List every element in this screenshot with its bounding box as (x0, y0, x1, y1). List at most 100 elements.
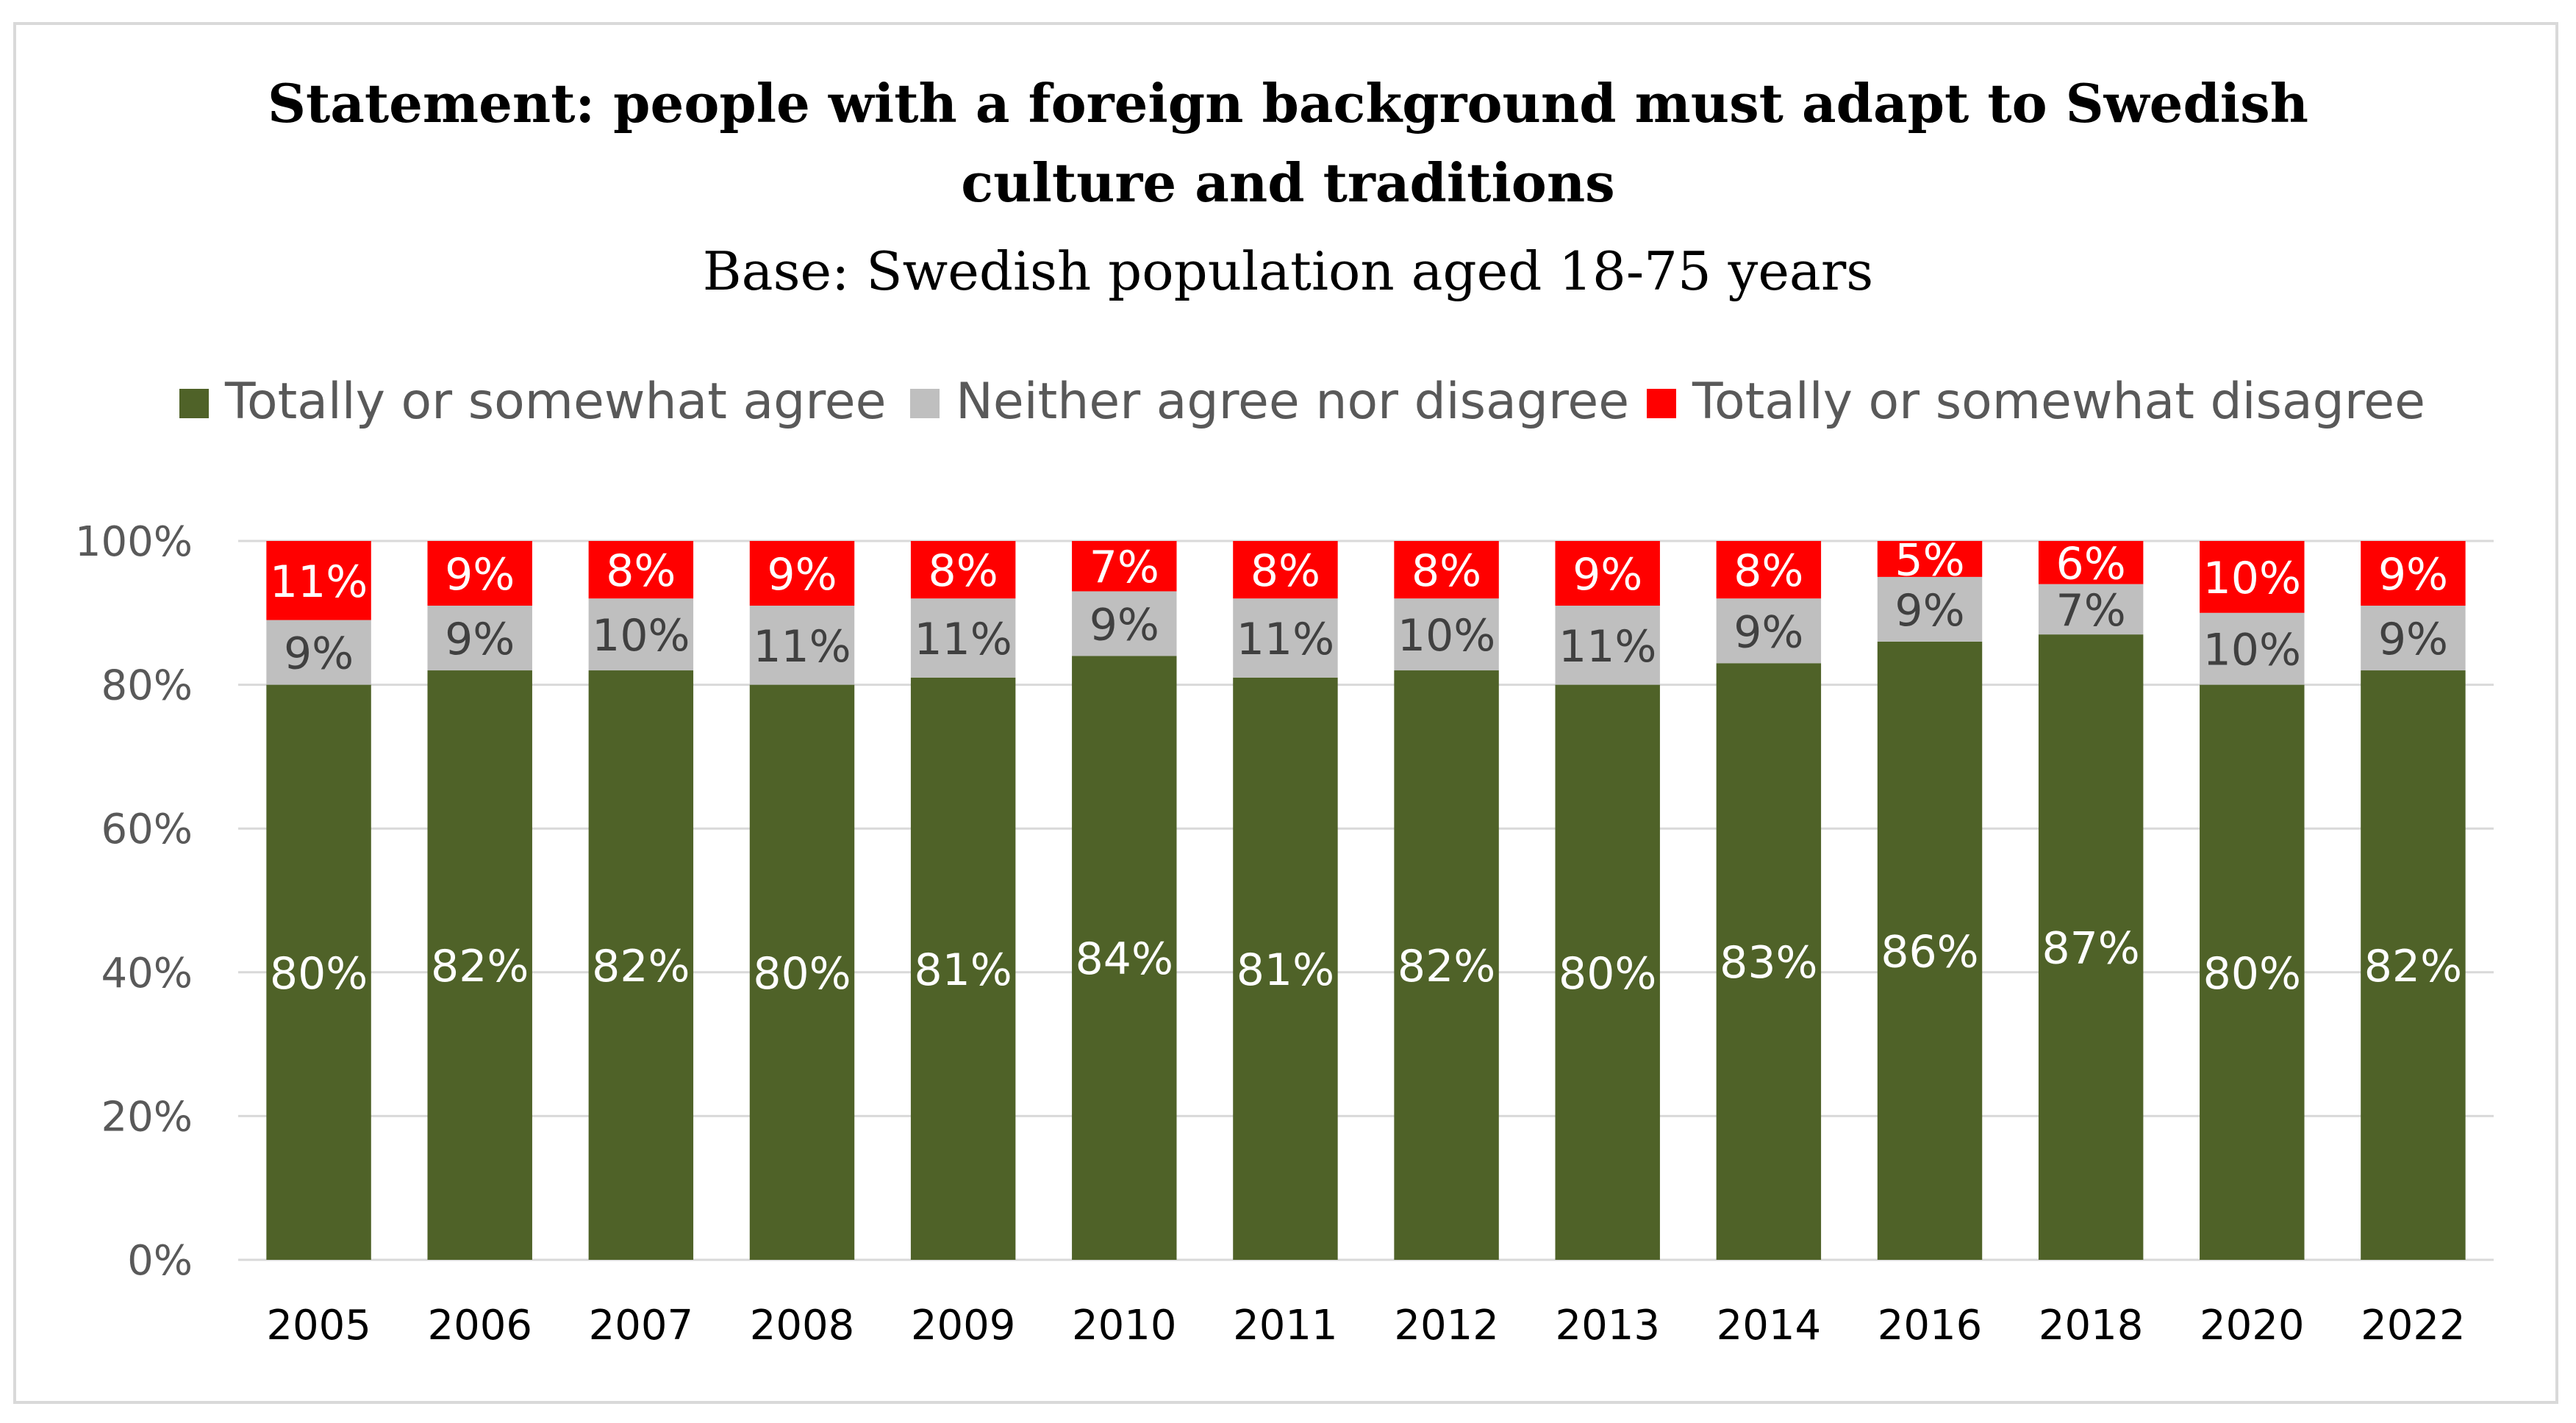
data-label-2005-series-2: 9% (284, 628, 354, 680)
data-label-2014-series-2: 9% (1734, 606, 1803, 658)
data-label-2020-series-2: 10% (2203, 625, 2301, 676)
chart-legend: Totally or somewhat agree Neither agree n… (179, 373, 2425, 431)
data-label-2018-series-2: 7% (2056, 585, 2126, 637)
bar-2009-series-2 (910, 598, 1016, 678)
data-label-2012-series-2: 10% (1398, 610, 1495, 662)
bar-2012-series-2 (1394, 598, 1499, 671)
legend-swatch-2 (910, 389, 940, 418)
data-label-2013-series-3: 9% (1573, 549, 1642, 601)
bar-2013-series-2 (1555, 606, 1660, 685)
x-tick-label: 2014 (1717, 1302, 1822, 1349)
y-tick-label: 80% (101, 662, 193, 710)
gridlines (238, 540, 2494, 1261)
bar-2008-series-2 (749, 606, 855, 685)
y-tick-label: 60% (101, 806, 193, 853)
bar-2010-series-1 (1072, 656, 1177, 1260)
data-label-2011-series-3: 8% (1251, 545, 1320, 597)
data-label-2007-series-3: 8% (606, 545, 676, 597)
x-tick-label: 2007 (589, 1302, 694, 1349)
data-label-2005-series-3: 11% (270, 556, 368, 608)
y-tick-label: 0% (127, 1237, 193, 1285)
data-label-2008-series-3: 9% (767, 549, 837, 601)
chart-title-line-2: culture and traditions (961, 151, 1614, 214)
y-tick-label: 100% (75, 518, 193, 566)
x-tick-label: 2016 (1878, 1302, 1983, 1349)
chart-subtitle: Base: Swedish population aged 18-75 year… (703, 240, 1873, 302)
bar-2005-series-2 (266, 620, 371, 685)
y-tick-label: 40% (101, 950, 193, 997)
data-label-2018-series-1: 87% (2042, 923, 2139, 975)
data-label-2022-series-2: 9% (2378, 614, 2448, 665)
bar-2020-series-2 (2200, 612, 2305, 685)
x-tick-label: 2012 (1394, 1302, 1499, 1349)
bar-2011-series-1 (1233, 677, 1338, 1260)
x-tick-label: 2006 (427, 1302, 532, 1349)
data-label-2006-series-1: 82% (431, 941, 529, 992)
data-label-2010-series-1: 84% (1076, 933, 1173, 985)
bar-2010-series-2 (1072, 591, 1177, 656)
bar-2012-series-1 (1394, 670, 1499, 1260)
data-label-2018-series-3: 6% (2056, 538, 2126, 589)
bar-2022-series-1 (2361, 670, 2466, 1260)
bar-2020-series-3 (2200, 541, 2305, 613)
bar-2006-series-1 (427, 670, 532, 1260)
data-label-2009-series-3: 8% (929, 545, 998, 597)
data-label-2012-series-1: 82% (1398, 941, 1495, 992)
x-tick-label: 2018 (2039, 1302, 2144, 1349)
data-label-2020-series-1: 80% (2203, 948, 2301, 1000)
bar-2014-series-3 (1716, 541, 1822, 599)
x-tick-label: 2022 (2361, 1302, 2466, 1349)
data-label-2013-series-2: 11% (1559, 621, 1656, 673)
x-tick-label: 2009 (911, 1302, 1016, 1349)
chart-titles: Statement: people with a foreign backgro… (268, 72, 2308, 302)
chart-title-line-1: Statement: people with a foreign backgro… (268, 72, 2308, 135)
y-axis-ticks: 0% 20% 40% 60% 80% 100% (75, 518, 193, 1285)
bar-2008-series-3 (749, 541, 855, 606)
bar-data-labels: 80% 9% 11% 82% 9% 9% 82% 10% 8% 80% 11% 9% 81% 11% 8% 8… (270, 534, 2462, 999)
x-axis-ticks: 2005 2006 2007 2008 2009 2010 2011 2012 2013 2014… (266, 1302, 2465, 1349)
bar-2014-series-2 (1716, 598, 1822, 664)
x-tick-label: 2010 (1072, 1302, 1177, 1349)
bar-2007-series-3 (588, 541, 694, 599)
chart-canvas: Statement: people with a foreign backgro… (75, 72, 2494, 1349)
bar-2018-series-2 (2038, 584, 2144, 635)
bar-2010-series-3 (1072, 541, 1177, 592)
data-label-2010-series-3: 7% (1090, 542, 1159, 593)
bar-2006-series-2 (427, 606, 532, 671)
bar-2008-series-1 (749, 684, 855, 1260)
bar-2007-series-2 (588, 598, 694, 671)
data-label-2009-series-2: 11% (914, 614, 1012, 665)
data-label-2008-series-1: 80% (753, 948, 851, 1000)
bar-2014-series-1 (1716, 663, 1822, 1260)
bar-2016-series-1 (1877, 641, 1983, 1260)
data-label-2011-series-2: 11% (1237, 614, 1334, 665)
legend-label-3: Totally or somewhat disagree (1692, 373, 2425, 431)
data-label-2008-series-2: 11% (753, 621, 851, 673)
data-label-2022-series-1: 82% (2364, 941, 2462, 992)
data-label-2012-series-3: 8% (1412, 545, 1481, 597)
bar-2022-series-2 (2361, 606, 2466, 671)
data-label-2014-series-3: 8% (1734, 545, 1803, 597)
data-label-2014-series-1: 83% (1720, 937, 1817, 989)
bar-2006-series-3 (427, 541, 532, 606)
legend-swatch-1 (179, 389, 209, 418)
data-label-2006-series-3: 9% (445, 549, 515, 601)
bar-2020-series-1 (2200, 684, 2305, 1260)
bar-2007-series-1 (588, 670, 694, 1260)
x-tick-label: 2005 (266, 1302, 371, 1349)
data-label-2020-series-3: 10% (2203, 553, 2301, 604)
y-tick-label: 20% (101, 1093, 193, 1141)
data-label-2016-series-1: 86% (1881, 926, 1978, 978)
data-label-2011-series-1: 81% (1237, 945, 1334, 996)
bars (266, 541, 2466, 1260)
data-label-2006-series-2: 9% (445, 614, 515, 665)
data-label-2007-series-2: 10% (592, 610, 690, 662)
data-label-2010-series-2: 9% (1090, 599, 1159, 650)
data-label-2016-series-2: 9% (1895, 585, 1964, 637)
data-label-2016-series-3: 5% (1895, 534, 1964, 586)
bar-2016-series-2 (1877, 576, 1983, 642)
bar-2016-series-3 (1877, 541, 1983, 577)
legend-label-2: Neither agree nor disagree (956, 373, 1629, 431)
legend-swatch-3 (1647, 389, 1676, 418)
bar-2018-series-3 (2038, 541, 2144, 584)
